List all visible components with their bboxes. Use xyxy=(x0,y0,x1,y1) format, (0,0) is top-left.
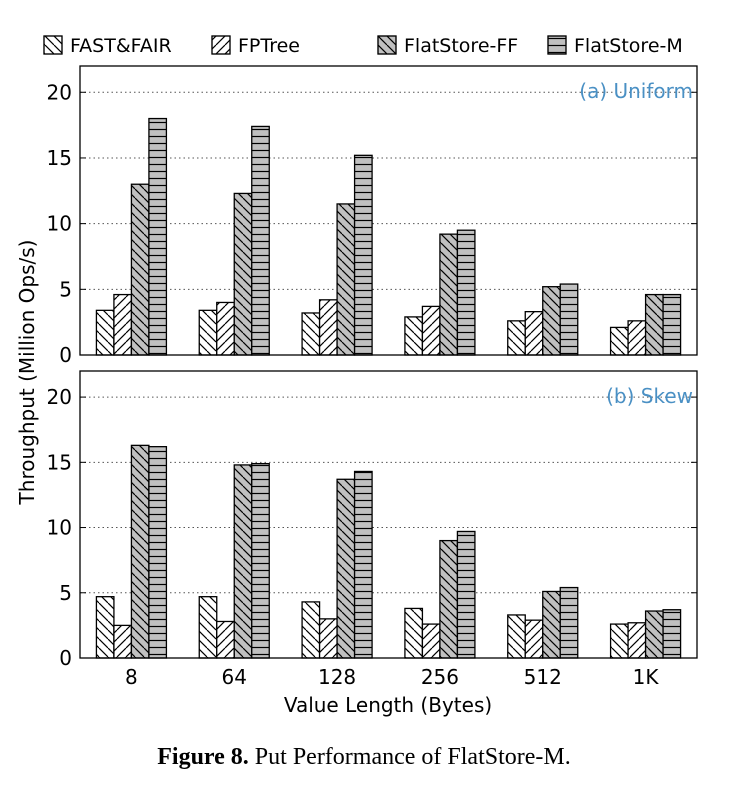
bar-flatstore-ff-256[interactable] xyxy=(439,233,459,356)
caption-label: Figure 8. xyxy=(157,744,249,770)
bar-fast-fair-8[interactable] xyxy=(95,309,115,356)
x-tick-label-8: 8 xyxy=(125,665,138,689)
bar-flatstore-m-128[interactable] xyxy=(353,154,373,356)
bar-fptree-512[interactable] xyxy=(524,310,544,356)
bar-flatstore-m-1k[interactable] xyxy=(662,293,682,356)
y-tick-label: 10 xyxy=(47,212,72,236)
bar-fptree-256[interactable] xyxy=(421,623,441,659)
legend-swatch-pattern xyxy=(547,35,567,55)
bar-flatstore-m-1k[interactable] xyxy=(662,609,682,659)
x-tick-label-512: 512 xyxy=(524,665,562,689)
legend-label-fast-fair: FAST&FAIR xyxy=(70,35,172,57)
bar-fptree-256[interactable] xyxy=(421,305,441,356)
x-axis-label: Value Length (Bytes) xyxy=(284,693,492,717)
legend-item-fptree[interactable]: FPTree xyxy=(211,35,300,57)
bar-fast-fair-64[interactable] xyxy=(198,309,218,356)
legend-swatch-pattern xyxy=(377,35,397,55)
caption-text: Put Performance of FlatStore-M. xyxy=(249,744,571,770)
bar-fast-fair-256[interactable] xyxy=(404,607,424,659)
bar-fast-fair-512[interactable] xyxy=(507,320,526,356)
legend-label-flatstore-m: FlatStore-M xyxy=(574,35,683,57)
y-tick-label: 5 xyxy=(59,581,72,605)
bar-flatstore-ff-512[interactable] xyxy=(542,286,561,356)
panel-uniform: 0 5 10 15 20 (a) Uniform xyxy=(47,65,698,367)
bar-fptree-512[interactable] xyxy=(524,619,544,659)
x-tick-label-64: 64 xyxy=(222,665,247,689)
legend-item-flatstore-m[interactable]: FlatStore-M xyxy=(547,35,683,57)
bar-fast-fair-256[interactable] xyxy=(404,316,424,356)
bar-fptree-1k[interactable] xyxy=(627,320,647,356)
bar-flatstore-m-512[interactable] xyxy=(559,283,579,356)
bar-fast-fair-1k[interactable] xyxy=(609,623,629,659)
y-tick-label: 5 xyxy=(59,277,72,301)
bar-flatstore-ff-1k[interactable] xyxy=(644,293,664,356)
bar-fptree-1k[interactable] xyxy=(627,622,647,659)
bar-flatstore-m-128[interactable] xyxy=(353,470,373,659)
y-tick-label: 15 xyxy=(47,146,72,170)
legend-item-flatstore-ff[interactable]: FlatStore-FF xyxy=(377,35,518,57)
bar-flatstore-ff-8[interactable] xyxy=(130,444,150,659)
legend-label-flatstore-ff: FlatStore-FF xyxy=(404,35,518,57)
bar-flatstore-m-256[interactable] xyxy=(456,530,476,659)
bar-fast-fair-128[interactable] xyxy=(301,312,321,356)
y-tick-label: 0 xyxy=(59,646,72,670)
bar-flatstore-m-64[interactable] xyxy=(251,125,270,356)
bar-fptree-64[interactable] xyxy=(216,620,235,659)
bar-fast-fair-8[interactable] xyxy=(95,596,115,659)
x-tick-label-1k: 1K xyxy=(633,665,660,689)
bar-flatstore-m-64[interactable] xyxy=(251,462,270,659)
bar-fast-fair-128[interactable] xyxy=(301,601,321,659)
bar-fptree-128[interactable] xyxy=(318,618,338,659)
panel-title: (b) Skew xyxy=(606,384,693,408)
bar-flatstore-ff-8[interactable] xyxy=(130,183,150,356)
bar-fptree-8[interactable] xyxy=(113,293,133,356)
y-tick-label: 20 xyxy=(47,385,72,409)
legend-swatch-pattern xyxy=(211,35,231,55)
x-tick-label-128: 128 xyxy=(318,665,356,689)
bar-flatstore-ff-128[interactable] xyxy=(336,478,356,659)
y-tick-label: 20 xyxy=(47,80,72,104)
y-tick-label: 10 xyxy=(47,516,72,540)
bar-flatstore-m-8[interactable] xyxy=(148,446,168,659)
bar-flatstore-ff-64[interactable] xyxy=(233,464,253,659)
legend-item-fast-fair[interactable]: FAST&FAIR xyxy=(43,35,172,57)
bar-flatstore-ff-1k[interactable] xyxy=(644,610,664,659)
bar-fast-fair-64[interactable] xyxy=(198,596,218,659)
bar-fptree-8[interactable] xyxy=(113,624,133,659)
bar-flatstore-ff-128[interactable] xyxy=(336,203,356,356)
bar-flatstore-ff-64[interactable] xyxy=(233,192,253,356)
bar-flatstore-m-8[interactable] xyxy=(148,117,168,356)
legend-swatch-pattern xyxy=(43,35,63,55)
bar-fast-fair-1k[interactable] xyxy=(609,326,629,356)
bar-flatstore-m-512[interactable] xyxy=(559,586,579,659)
bar-fast-fair-512[interactable] xyxy=(507,614,526,659)
bar-fptree-128[interactable] xyxy=(318,299,338,356)
x-tick-labels: 8 64 128 256 512 1K xyxy=(125,665,659,689)
plot-frame xyxy=(79,370,698,659)
bar-flatstore-ff-512[interactable] xyxy=(542,590,561,659)
y-axis-label: Throughput (Million Ops/s) xyxy=(15,240,39,506)
y-tick-label: 15 xyxy=(47,450,72,474)
legend-label-fptree: FPTree xyxy=(238,35,300,57)
bar-flatstore-ff-256[interactable] xyxy=(439,539,459,659)
panel-title: (a) Uniform xyxy=(579,79,693,103)
plot-frame xyxy=(79,65,698,356)
x-tick-label-256: 256 xyxy=(421,665,459,689)
y-tick-label: 0 xyxy=(59,343,72,367)
bar-flatstore-m-256[interactable] xyxy=(456,229,476,356)
figure-caption: Figure 8. Put Performance of FlatStore-M… xyxy=(157,744,570,770)
legend: FAST&FAIR FPTree FlatStore-FF FlatStore-… xyxy=(43,35,683,57)
bar-fptree-64[interactable] xyxy=(216,301,235,356)
panel-skew: 0 5 10 15 20 (b) Skew xyxy=(47,370,698,670)
